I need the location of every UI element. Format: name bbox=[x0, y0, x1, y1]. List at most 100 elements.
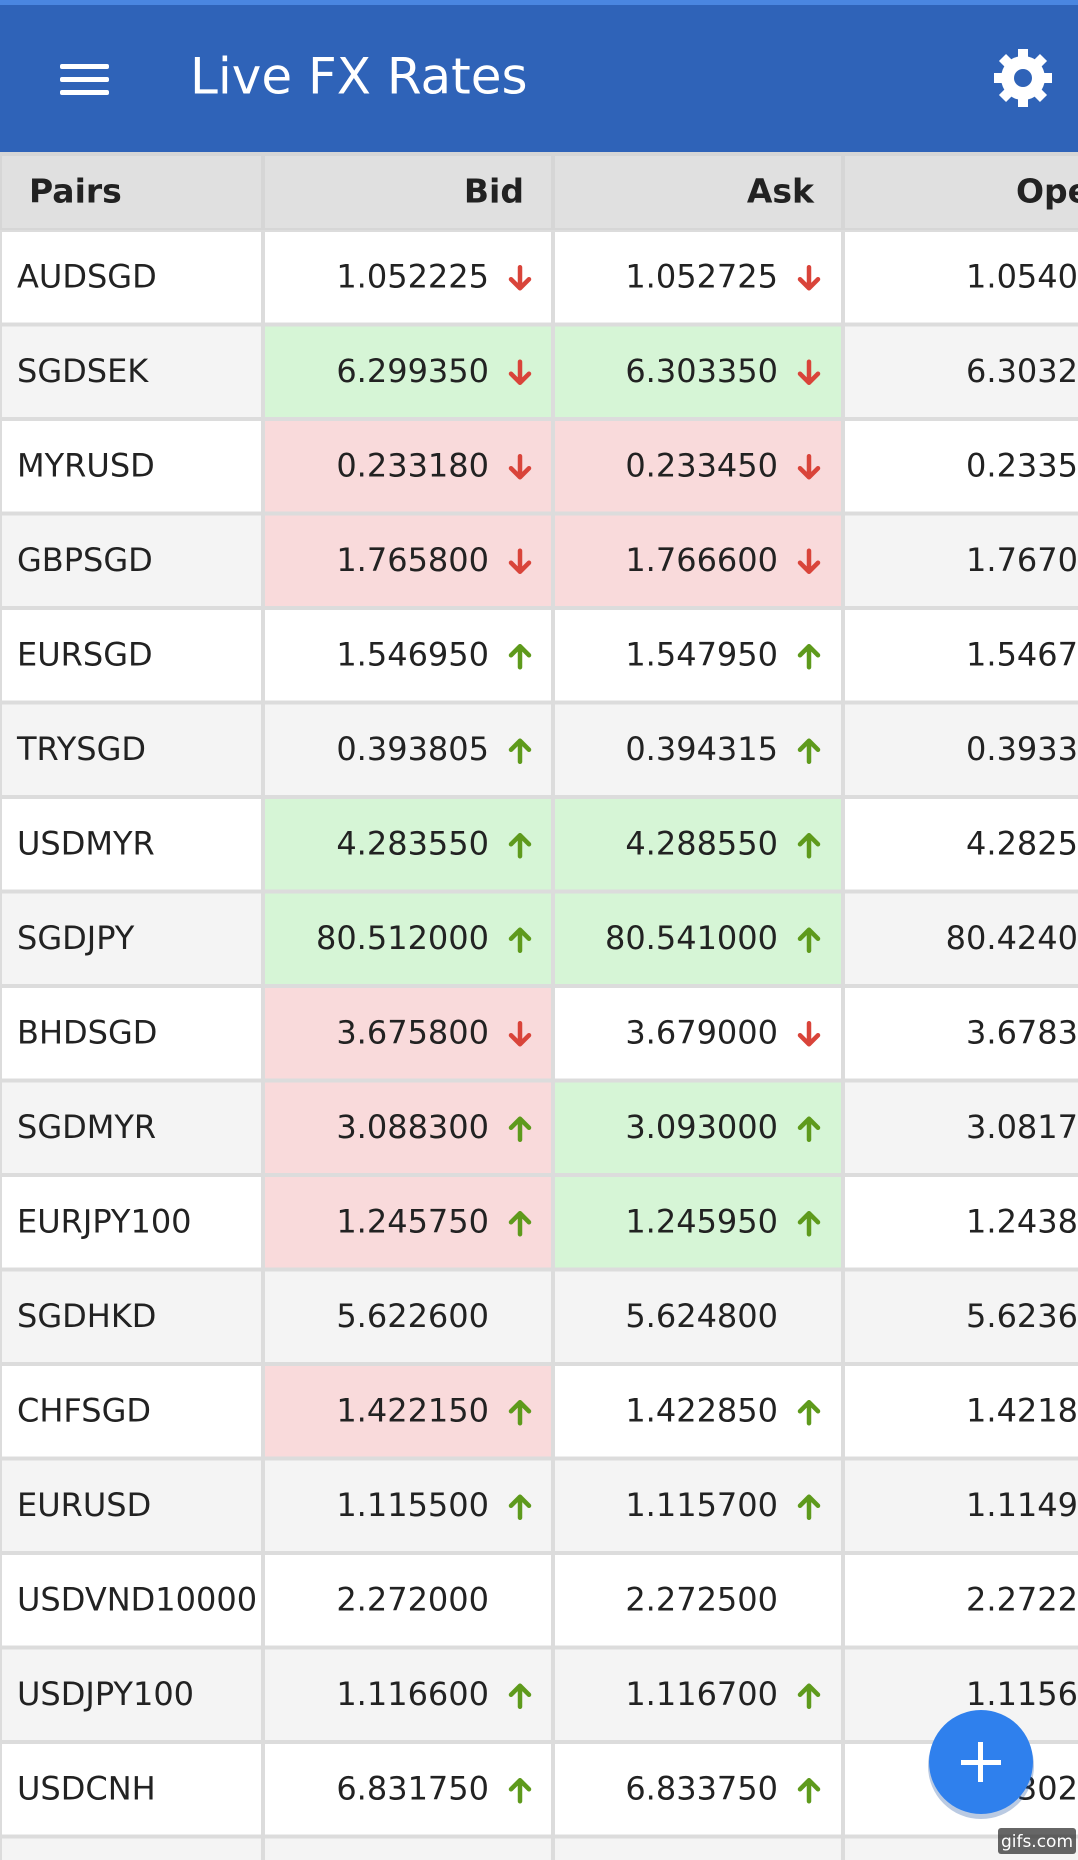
open-rate: 1.2438 bbox=[966, 1202, 1078, 1240]
open-rate: 4.2825 bbox=[966, 824, 1078, 862]
table-cell bbox=[265, 1177, 551, 1268]
pair-name[interactable]: EURJPY100 bbox=[17, 1202, 192, 1240]
pair-name[interactable]: EURSGD bbox=[17, 635, 153, 673]
add-button[interactable] bbox=[928, 1710, 1034, 1819]
bid-rate: 1.546950 bbox=[336, 635, 489, 673]
pair-name[interactable]: AUDSGD bbox=[17, 257, 157, 295]
header-cell bbox=[555, 156, 841, 228]
trend-arrow bbox=[797, 1683, 821, 1709]
open-rate: 1.0540 bbox=[966, 257, 1078, 295]
table-cell bbox=[555, 326, 841, 417]
watermark-bg bbox=[998, 1828, 1076, 1854]
table-cell bbox=[555, 421, 841, 512]
open-rate: 1.1156 bbox=[966, 1675, 1078, 1713]
pair-name[interactable]: USDMYR bbox=[17, 824, 155, 862]
app-title: Live FX Rates bbox=[190, 48, 528, 106]
table-body: AUDSGD 1.052225 1.052725 1.0540 SGDSEK 6.2993… bbox=[2, 232, 1078, 1860]
table-cell bbox=[555, 1460, 841, 1551]
pair-name[interactable]: CHFSGD bbox=[17, 1391, 151, 1429]
pair-name[interactable]: TRYSGD bbox=[16, 730, 146, 768]
ask-rate: 1.766600 bbox=[625, 541, 778, 579]
pair-name[interactable]: MYRUSD bbox=[17, 446, 155, 484]
open-rate: 1.5467 bbox=[966, 635, 1078, 673]
bid-rate: 1.115500 bbox=[336, 1486, 489, 1524]
table-cell bbox=[265, 1744, 551, 1835]
pair-name[interactable]: USDJPY100 bbox=[17, 1675, 194, 1713]
menu-button[interactable] bbox=[60, 64, 109, 95]
trend-arrow bbox=[508, 1494, 532, 1520]
table-cell bbox=[265, 326, 551, 417]
app-bar bbox=[0, 0, 1078, 152]
trend-arrow bbox=[797, 927, 821, 953]
table-cell bbox=[845, 799, 1078, 890]
ask-rate: 3.093000 bbox=[625, 1108, 778, 1146]
table-cell bbox=[265, 893, 551, 984]
column-header[interactable]: Pairs bbox=[29, 172, 122, 211]
trend-arrow bbox=[508, 927, 532, 953]
gear-tooth bbox=[998, 86, 1015, 103]
header-cell bbox=[845, 156, 1078, 228]
trend-arrow bbox=[508, 1021, 532, 1047]
pair-name[interactable]: USDCNH bbox=[17, 1769, 156, 1807]
gear-tooth bbox=[1018, 95, 1028, 107]
table-cell bbox=[845, 893, 1078, 984]
column-header[interactable]: Bid bbox=[464, 172, 524, 211]
table-cell bbox=[265, 1555, 551, 1646]
table-cell bbox=[2, 988, 261, 1079]
table-cell bbox=[2, 704, 261, 795]
table-cell bbox=[555, 1082, 841, 1173]
table-cell bbox=[845, 1177, 1078, 1268]
bid-rate: 3.088300 bbox=[336, 1108, 489, 1146]
settings-button[interactable] bbox=[994, 49, 1052, 107]
table-cell bbox=[555, 232, 841, 323]
ask-rate: 6.833750 bbox=[625, 1769, 778, 1807]
table-cell bbox=[265, 421, 551, 512]
table-cell bbox=[555, 515, 841, 606]
pair-name[interactable]: USDVND10000 bbox=[17, 1580, 257, 1618]
pair-name[interactable]: SGDSEK bbox=[17, 352, 149, 390]
ask-rate: 1.547950 bbox=[625, 635, 778, 673]
table-cell bbox=[2, 1649, 261, 1740]
ask-rate: 0.233450 bbox=[625, 446, 778, 484]
trend-arrow bbox=[508, 1400, 532, 1426]
table-cell bbox=[265, 610, 551, 701]
bid-rate: 3.675800 bbox=[336, 1013, 489, 1051]
table-cell bbox=[265, 704, 551, 795]
pair-name[interactable]: SGDHKD bbox=[17, 1297, 156, 1335]
table-cell bbox=[2, 893, 261, 984]
table-cell bbox=[265, 1366, 551, 1457]
trend-arrow bbox=[508, 1211, 532, 1237]
pair-name[interactable]: EURUSD bbox=[17, 1486, 151, 1524]
table-cell bbox=[265, 799, 551, 890]
ask-rate: 1.422850 bbox=[625, 1391, 778, 1429]
bid-rate: 1.052225 bbox=[336, 257, 489, 295]
bid-rate: 1.765800 bbox=[336, 541, 489, 579]
column-header[interactable]: Ope bbox=[1016, 172, 1078, 211]
open-rate: 1.7670 bbox=[966, 541, 1078, 579]
table-cell bbox=[2, 1177, 261, 1268]
table-cell bbox=[555, 1649, 841, 1740]
gear-tooth bbox=[994, 73, 1006, 83]
open-rate: 80.4240 bbox=[946, 919, 1078, 957]
pair-name[interactable]: SGDJPY bbox=[17, 919, 135, 957]
table-cell bbox=[555, 610, 841, 701]
trend-arrow bbox=[797, 548, 821, 574]
gear-tooth bbox=[1018, 49, 1028, 61]
pair-name[interactable]: SGDMYR bbox=[17, 1108, 156, 1146]
pair-name[interactable]: GBPSGD bbox=[17, 541, 153, 579]
table-cell bbox=[845, 1555, 1078, 1646]
table-cell bbox=[2, 1555, 261, 1646]
open-rate: 0.3933 bbox=[966, 730, 1078, 768]
bid-rate: 5.622600 bbox=[336, 1297, 489, 1335]
table-cell bbox=[2, 421, 261, 512]
table-cell bbox=[555, 1177, 841, 1268]
open-rate: 1.1149 bbox=[966, 1486, 1078, 1524]
column-header[interactable]: Ask bbox=[747, 172, 815, 211]
table-cell bbox=[2, 1082, 261, 1173]
bid-rate: 4.283550 bbox=[336, 824, 489, 862]
table-cell bbox=[845, 1460, 1078, 1551]
pair-name[interactable]: BHDSGD bbox=[17, 1013, 157, 1051]
trend-arrow bbox=[508, 1683, 532, 1709]
trend-arrow bbox=[508, 644, 532, 670]
